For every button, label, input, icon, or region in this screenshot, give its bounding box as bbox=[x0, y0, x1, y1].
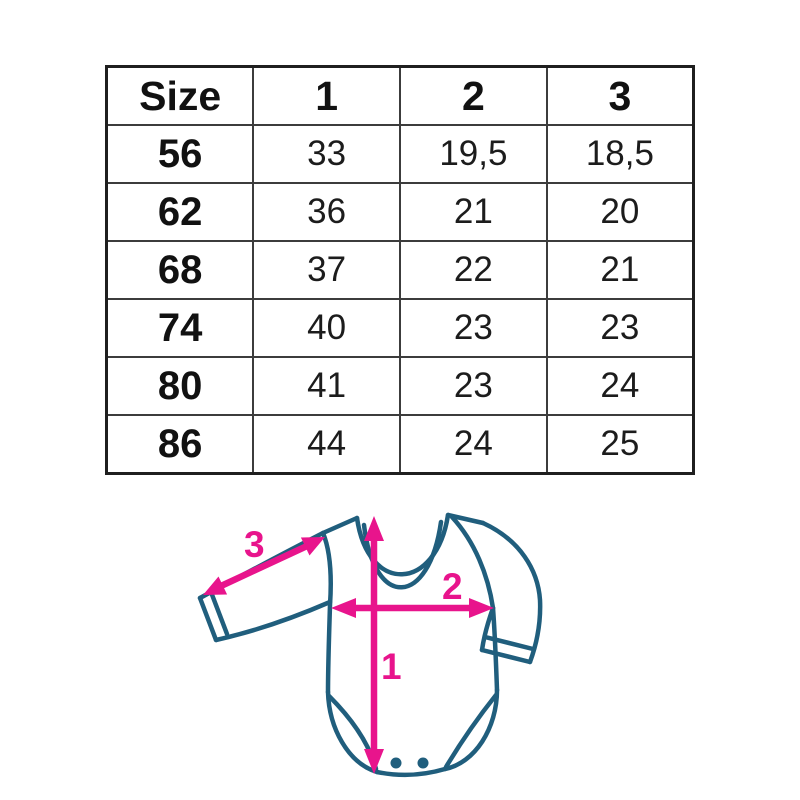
arrowhead-upright-icon bbox=[300, 537, 325, 556]
right-leg-cuff-line bbox=[443, 692, 499, 770]
collar-inner-line bbox=[361, 519, 444, 590]
measure-value: 24 bbox=[399, 414, 548, 475]
size-value: 74 bbox=[105, 298, 255, 358]
length-arrow bbox=[364, 516, 384, 774]
left-leg-outer-line bbox=[325, 689, 380, 775]
right-raglan-seam-line bbox=[449, 514, 496, 611]
header-measure-1: 1 bbox=[252, 65, 401, 126]
measure-value: 23 bbox=[399, 356, 548, 416]
measure-value: 21 bbox=[399, 182, 548, 242]
measure-value: 23 bbox=[545, 298, 695, 358]
left-sleeve-bottom-line bbox=[213, 599, 333, 643]
table-row: 68 37 22 21 bbox=[105, 240, 695, 300]
left-cuff-end-line bbox=[197, 595, 219, 643]
measure-value: 40 bbox=[252, 298, 401, 358]
measure-value: 23 bbox=[399, 298, 548, 358]
table-row: 74 40 23 23 bbox=[105, 298, 695, 358]
arrowhead-right-icon bbox=[469, 598, 494, 618]
size-value: 56 bbox=[105, 124, 255, 184]
table-row: 86 44 24 25 bbox=[105, 414, 695, 475]
measure-value: 18,5 bbox=[545, 124, 695, 184]
header-size: Size bbox=[105, 65, 255, 126]
length-arrow-label: 1 bbox=[381, 646, 402, 687]
table-header-row: Size 1 2 3 bbox=[105, 65, 695, 126]
sleeve-arrow-label: 3 bbox=[244, 524, 265, 565]
body-right-line bbox=[490, 605, 500, 693]
arrowhead-left-icon bbox=[331, 598, 356, 618]
table-row: 56 33 19,5 18,5 bbox=[105, 124, 695, 184]
header-measure-3: 3 bbox=[545, 65, 695, 126]
measure-value: 25 bbox=[545, 414, 695, 475]
measure-value: 36 bbox=[252, 182, 401, 242]
measure-value: 20 bbox=[545, 182, 695, 242]
arrowhead-downleft-icon bbox=[203, 576, 228, 595]
snap-dot bbox=[417, 757, 429, 769]
measurement-arrows: 1 2 3 bbox=[203, 516, 494, 774]
measure-value: 24 bbox=[545, 356, 695, 416]
collar-outer-line bbox=[354, 512, 451, 577]
measure-value: 41 bbox=[252, 356, 401, 416]
width-arrow-label: 2 bbox=[442, 566, 463, 607]
measure-value: 19,5 bbox=[399, 124, 548, 184]
table-row: 62 36 21 20 bbox=[105, 182, 695, 242]
measure-value: 44 bbox=[252, 414, 401, 475]
arrowhead-up-icon bbox=[364, 516, 384, 541]
left-shoulder-line bbox=[320, 515, 360, 536]
snap-dot bbox=[390, 757, 402, 769]
size-value: 62 bbox=[105, 182, 255, 242]
left-cuff-band-line bbox=[208, 589, 230, 637]
right-leg-outer-line bbox=[442, 687, 500, 772]
snap-buttons bbox=[390, 757, 429, 769]
body-left-line bbox=[320, 530, 333, 695]
size-value: 68 bbox=[105, 240, 255, 300]
sleeve-arrow bbox=[203, 537, 325, 595]
header-measure-2: 2 bbox=[399, 65, 548, 126]
right-cuff-band-line bbox=[482, 634, 536, 652]
measure-value: 21 bbox=[545, 240, 695, 300]
right-sleeve-outer-line bbox=[480, 520, 543, 665]
size-table: Size 1 2 3 56 33 19,5 18,5 62 36 21 20 6… bbox=[105, 65, 695, 475]
right-sleeve-inner-line bbox=[479, 605, 496, 653]
size-value: 86 bbox=[105, 414, 255, 475]
measure-value: 22 bbox=[399, 240, 548, 300]
right-cuff-end-line bbox=[479, 647, 533, 665]
measure-value: 37 bbox=[252, 240, 401, 300]
bottom-hem-line bbox=[374, 766, 448, 778]
width-arrow bbox=[331, 598, 494, 618]
measure-value: 33 bbox=[252, 124, 401, 184]
table-row: 80 41 23 24 bbox=[105, 356, 695, 416]
arrowhead-down-icon bbox=[364, 749, 384, 774]
size-value: 80 bbox=[105, 356, 255, 416]
bodysuit-measurement-diagram: 1 2 3 bbox=[197, 512, 543, 778]
